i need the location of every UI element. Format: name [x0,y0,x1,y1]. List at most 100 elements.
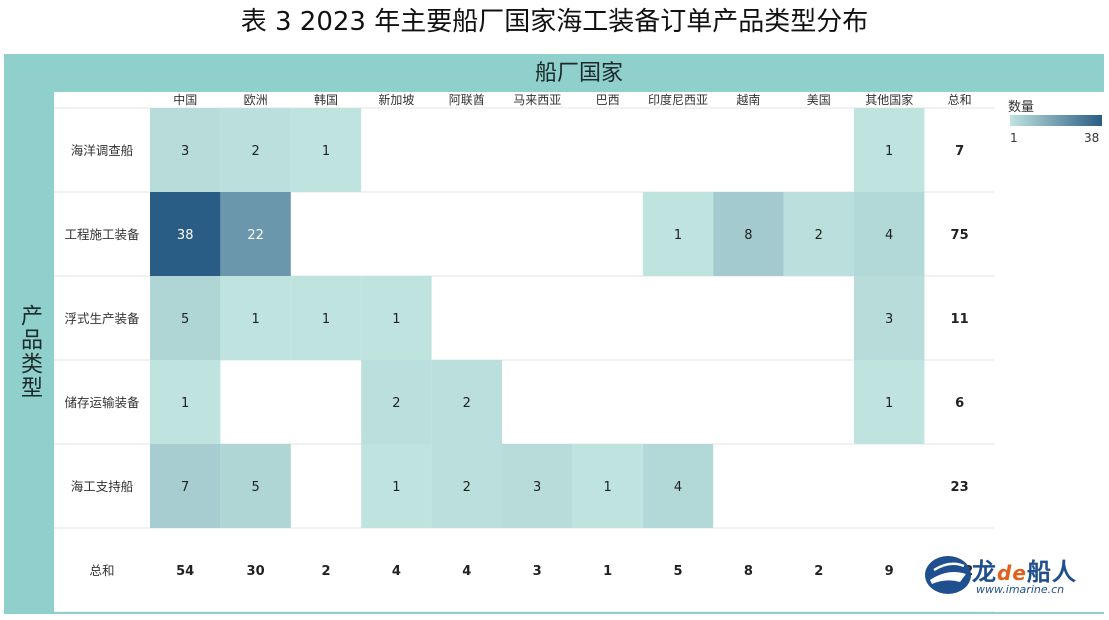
heatmap-cell [502,444,573,528]
column-axis-title: 船厂国家 [534,61,623,86]
heatmap-cell [220,276,291,360]
cell-value-label: 1 [674,228,682,243]
cell-value-label: 1 [251,312,259,327]
heatmap-cell [361,360,432,444]
cell-value-label: 1 [885,396,893,411]
heatmap-cell [361,444,432,528]
cell-value-label: 1 [322,144,330,159]
total-label: 75 [951,228,969,243]
heatmap-cell [854,360,925,444]
column-header: 其他国家 [865,92,913,107]
column-header: 阿联酋 [449,92,485,107]
cell-value-label: 2 [251,144,259,159]
heatmap-cell [854,108,925,192]
cell-value-label: 1 [885,144,893,159]
column-header: 中国 [173,92,197,107]
heatmap-cell [220,192,291,276]
cell-value-label: 1 [603,480,611,495]
watermark-url: www.imarine.cn [976,583,1065,596]
heatmap-cell [150,444,221,528]
total-label: 2 [321,564,330,579]
cell-value-label: 2 [392,396,400,411]
total-label: 4 [462,564,471,579]
heatmap-cell [150,360,221,444]
heatmap-cell [220,444,291,528]
watermark-brand-prefix: 龙 [972,558,997,586]
row-axis-title: 产品类型 [4,92,54,612]
column-header: 欧洲 [244,93,268,107]
heatmap-cell [713,192,784,276]
watermark: 龙de船人 www.imarine.cn [924,552,1094,600]
total-label: 8 [744,564,753,579]
heatmap-cell [220,108,291,192]
heatmap-cell [854,276,925,360]
heatmap-cell [642,192,714,276]
total-label: 6 [955,396,964,411]
legend-min-label: 1 [1010,131,1018,145]
cell-value-label: 3 [885,312,893,327]
page-title: 表 3 2023 年主要船厂国家海工装备订单产品类型分布 [240,7,869,37]
total-label: 3 [533,564,542,579]
column-header: 韩国 [314,92,338,107]
column-header: 印度尼西亚 [648,92,708,107]
column-header: 总和 [948,93,972,107]
total-label: 54 [176,564,194,579]
total-label: 1 [603,564,612,579]
row-header: 总和 [89,563,114,578]
cell-value-label: 2 [815,228,823,243]
cell-value-label: 4 [885,228,893,243]
cell-value-label: 3 [181,144,189,159]
heatmap-cell [431,360,502,444]
row-header: 工程施工装备 [64,227,140,242]
cell-value-label: 7 [181,480,189,495]
heatmap-cell [431,444,502,528]
total-label: 2 [814,564,823,579]
total-label: 9 [885,564,894,579]
legend-color-bar [1010,115,1102,126]
cell-value-label: 2 [463,396,471,411]
heatmap-cell [642,444,714,528]
cell-value-label: 1 [322,312,330,327]
heatmap-cell [150,192,221,276]
cell-value-label: 3 [533,480,541,495]
watermark-brand-suffix: 船人 [1026,558,1077,586]
cell-value-label: 22 [247,228,264,243]
cell-value-label: 5 [181,312,189,327]
column-header: 美国 [807,93,831,107]
heatmap-cell [290,276,362,360]
column-header: 越南 [736,92,760,107]
cell-value-label: 2 [463,480,471,495]
cell-value-label: 1 [181,396,189,411]
column-header: 马来西亚 [513,93,561,107]
watermark-brand: 龙de船人 [972,552,1077,587]
heatmap-cell [783,192,854,276]
heatmap-cell [150,108,221,192]
heatmap-cell [290,108,362,192]
heatmap-cell [854,192,925,276]
cell-value-label: 5 [251,480,259,495]
row-header: 浮式生产装备 [64,311,140,326]
watermark-brand-mid: de [997,561,1027,585]
cell-value-label: 1 [392,312,400,327]
row-axis-title-text: 产品类型 [17,304,42,400]
row-header: 海洋调查船 [71,143,134,158]
ship-logo-icon [925,556,971,594]
total-label: 5 [673,564,682,579]
column-header: 新加坡 [378,92,414,107]
heatmap-plot: 3 2 1 1 7 38 22 1 8 2 4 75 5 1 1 1 3 11 1 2 2 1 6 7 5 1 2 3 1 4 23 54 30… [54,92,1104,612]
heatmap-cell [150,276,221,360]
row-header: 储存运输装备 [64,395,140,410]
heatmap-cell [361,276,432,360]
cell-value-label: 38 [177,228,194,243]
total-label: 4 [392,564,401,579]
legend-max-label: 38 [1084,131,1100,145]
column-header: 巴西 [596,93,620,107]
heatmap-cell [572,444,643,528]
cell-value-label: 8 [744,228,752,243]
legend-title: 数量 [1008,100,1035,115]
cell-value-label: 1 [392,480,400,495]
cell-value-label: 4 [674,480,682,495]
total-label: 7 [955,144,964,159]
row-header: 海工支持船 [71,479,134,494]
